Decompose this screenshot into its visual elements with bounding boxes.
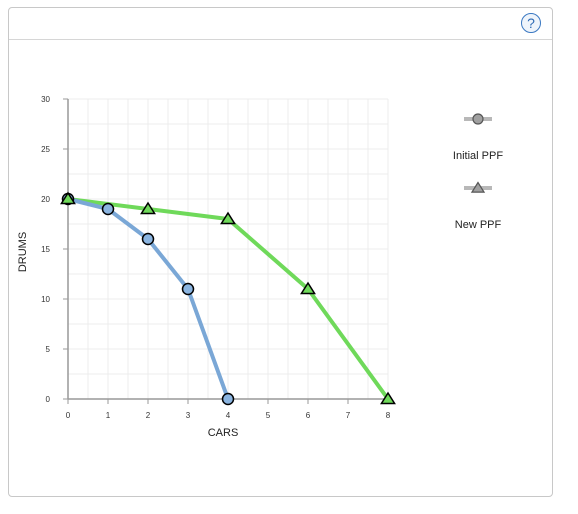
legend-item-new-ppf[interactable]: New PPF bbox=[455, 181, 502, 232]
data-point-new-ppf bbox=[220, 211, 236, 225]
x-tick-label: 8 bbox=[386, 411, 391, 420]
series-group bbox=[60, 191, 396, 406]
x-tick-label: 3 bbox=[186, 411, 191, 420]
y-tick-label: 15 bbox=[41, 245, 50, 254]
data-point-new-ppf bbox=[300, 281, 316, 295]
data-point-initial-ppf bbox=[101, 202, 115, 216]
legend-triangle-marker-icon bbox=[470, 181, 486, 193]
data-point-new-ppf bbox=[380, 391, 396, 405]
chart-panel: ? bbox=[8, 7, 553, 497]
x-axis-label: CARS bbox=[208, 427, 239, 439]
y-tick-label: 5 bbox=[46, 345, 51, 354]
help-button[interactable]: ? bbox=[521, 13, 541, 33]
help-icon: ? bbox=[527, 15, 535, 31]
legend-label: New PPF bbox=[455, 219, 502, 231]
data-point-initial-ppf bbox=[181, 282, 195, 296]
legend-label: Initial PPF bbox=[453, 150, 503, 162]
legend-circle-marker-icon bbox=[472, 113, 484, 125]
legend[interactable]: Initial PPF New PPF bbox=[453, 113, 503, 232]
y-tick-label: 10 bbox=[41, 295, 50, 304]
data-point-new-ppf bbox=[140, 201, 156, 215]
data-point-initial-ppf bbox=[141, 232, 155, 246]
x-tick-labels: 0 1 2 3 4 5 6 7 8 bbox=[66, 411, 391, 420]
panel-header bbox=[9, 8, 552, 40]
x-tick-label: 7 bbox=[346, 411, 351, 420]
grid bbox=[67, 98, 389, 400]
x-tick-label: 2 bbox=[146, 411, 151, 420]
legend-item-initial-ppf[interactable]: Initial PPF bbox=[453, 113, 503, 162]
x-tick-label: 5 bbox=[266, 411, 271, 420]
y-tick-label: 0 bbox=[46, 395, 51, 404]
y-axis-label: DRUMS bbox=[17, 232, 29, 272]
data-point-new-ppf bbox=[60, 191, 76, 205]
y-tick-labels: 0 5 10 15 20 25 30 bbox=[41, 95, 50, 404]
axes bbox=[63, 98, 389, 404]
y-tick-label: 30 bbox=[41, 95, 50, 104]
data-point-initial-ppf bbox=[221, 392, 235, 406]
x-tick-label: 0 bbox=[66, 411, 71, 420]
y-tick-label: 20 bbox=[41, 195, 50, 204]
x-tick-label: 1 bbox=[106, 411, 111, 420]
x-tick-label: 6 bbox=[306, 411, 311, 420]
y-tick-label: 25 bbox=[41, 145, 50, 154]
x-tick-label: 4 bbox=[226, 411, 231, 420]
